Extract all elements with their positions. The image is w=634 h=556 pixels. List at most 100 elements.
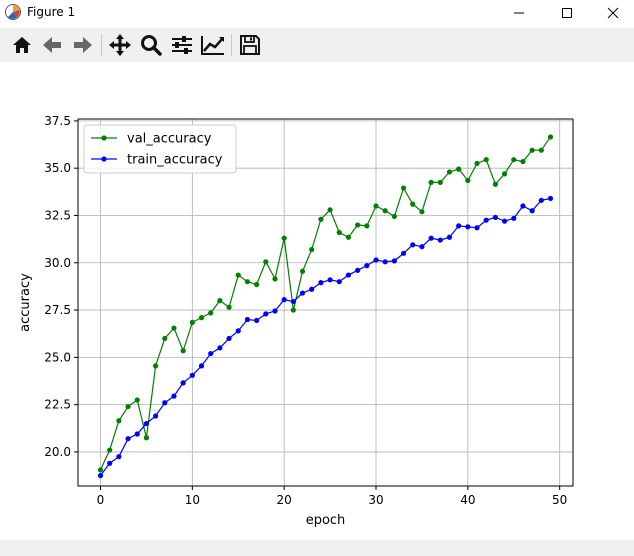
- data-point-train-accuracy: [364, 263, 370, 269]
- data-point-train-accuracy: [437, 237, 443, 243]
- toolbar-separator: [101, 34, 102, 56]
- data-point-val-accuracy: [355, 222, 361, 228]
- data-point-train-accuracy: [336, 279, 342, 285]
- pan-button[interactable]: [106, 31, 134, 59]
- data-point-train-accuracy: [529, 208, 535, 214]
- x-tick-label: 40: [460, 493, 475, 507]
- data-point-train-accuracy: [198, 363, 205, 369]
- data-point-train-accuracy: [483, 217, 489, 223]
- grid: [78, 119, 573, 486]
- forward-button[interactable]: [69, 31, 97, 59]
- data-point-val-accuracy: [290, 307, 296, 313]
- data-point-val-accuracy: [263, 259, 269, 265]
- data-point-train-accuracy: [107, 460, 113, 466]
- legend-marker-val-accuracy: [101, 135, 107, 141]
- y-tick-label: 35.0: [44, 161, 71, 175]
- toolbar: [0, 28, 634, 62]
- data-point-train-accuracy: [226, 335, 232, 342]
- forward-arrow-icon: [74, 37, 92, 53]
- data-point-val-accuracy: [465, 177, 471, 184]
- data-point-val-accuracy: [492, 181, 498, 187]
- minimize-button[interactable]: [496, 0, 542, 26]
- data-point-val-accuracy: [153, 363, 159, 369]
- data-point-train-accuracy: [419, 244, 425, 250]
- zoom-button[interactable]: [137, 31, 165, 59]
- back-button[interactable]: [38, 31, 66, 59]
- data-point-val-accuracy: [107, 447, 113, 453]
- data-point-val-accuracy: [382, 208, 388, 214]
- minimize-icon: [514, 12, 524, 14]
- y-tick-label: 20.0: [44, 445, 71, 459]
- edit-axes-button[interactable]: [199, 31, 227, 59]
- data-point-val-accuracy: [208, 310, 214, 316]
- data-point-val-accuracy: [162, 335, 168, 342]
- data-point-train-accuracy: [355, 267, 361, 273]
- data-point-val-accuracy: [309, 246, 315, 253]
- data-point-train-accuracy: [171, 393, 177, 399]
- series-layer: [97, 134, 554, 479]
- y-axis-label: accuracy: [18, 273, 33, 332]
- y-tick-label: 30.0: [44, 256, 71, 270]
- legend-label-train-accuracy: train_accuracy: [127, 153, 223, 168]
- home-button[interactable]: [8, 31, 36, 59]
- data-point-train-accuracy: [410, 242, 416, 248]
- data-point-train-accuracy: [474, 225, 480, 231]
- data-point-val-accuracy: [171, 325, 177, 331]
- series-line-val-accuracy: [99, 136, 551, 471]
- home-icon: [13, 37, 31, 53]
- close-button[interactable]: [590, 0, 634, 26]
- data-point-val-accuracy: [511, 157, 517, 163]
- data-point-val-accuracy: [483, 157, 489, 163]
- data-point-train-accuracy: [97, 472, 104, 479]
- data-point-train-accuracy: [235, 328, 241, 334]
- data-point-train-accuracy: [428, 235, 434, 241]
- data-point-val-accuracy: [520, 158, 526, 165]
- y-tick-label: 22.5: [44, 398, 71, 412]
- legend[interactable]: val_accuracy train_accuracy: [83, 124, 237, 174]
- edit-axes-icon: [201, 36, 224, 55]
- y-tick-label: 25.0: [44, 350, 71, 364]
- save-button[interactable]: [236, 31, 264, 59]
- y-tick-label: 27.5: [44, 303, 71, 317]
- data-point-train-accuracy: [327, 277, 333, 283]
- data-point-val-accuracy: [474, 160, 480, 167]
- data-point-val-accuracy: [437, 179, 443, 185]
- ticks: 0 10 20 30 40 50 20.0 22.5 25.0 27.5 30.0 32.5 35.0 3…: [44, 114, 567, 507]
- data-point-val-accuracy: [272, 276, 278, 282]
- data-point-train-accuracy: [446, 234, 453, 240]
- data-point-train-accuracy: [382, 259, 388, 265]
- data-point-val-accuracy: [428, 179, 434, 185]
- data-point-val-accuracy: [254, 281, 260, 288]
- data-point-val-accuracy: [125, 403, 131, 410]
- data-point-val-accuracy: [400, 185, 407, 191]
- data-point-val-accuracy: [318, 216, 324, 222]
- maximize-button[interactable]: [544, 0, 590, 26]
- data-point-val-accuracy: [391, 213, 397, 220]
- data-point-train-accuracy: [538, 197, 544, 203]
- data-point-val-accuracy: [446, 169, 453, 175]
- data-point-val-accuracy: [538, 147, 544, 153]
- data-point-train-accuracy: [520, 203, 526, 209]
- legend-label-val-accuracy: val_accuracy: [127, 132, 212, 147]
- data-point-train-accuracy: [465, 224, 471, 230]
- save-icon: [240, 35, 260, 55]
- y-tick-label: 37.5: [44, 114, 71, 128]
- data-point-val-accuracy: [143, 435, 150, 441]
- data-point-val-accuracy: [336, 229, 342, 236]
- data-point-val-accuracy: [189, 319, 195, 325]
- pan-icon: [109, 34, 131, 56]
- maximize-icon: [562, 8, 572, 18]
- subplots-config-button[interactable]: [168, 31, 196, 59]
- data-point-val-accuracy: [116, 418, 122, 424]
- toolbar-separator: [231, 34, 232, 56]
- data-point-train-accuracy: [400, 250, 407, 256]
- data-point-train-accuracy: [492, 214, 498, 220]
- data-point-val-accuracy: [217, 298, 223, 304]
- line-chart[interactable]: 0 10 20 30 40 50 20.0 22.5 25.0 27.5 30.0 32.5 35.0 3…: [0, 62, 634, 540]
- data-point-train-accuracy: [373, 257, 379, 263]
- data-point-train-accuracy: [309, 286, 315, 292]
- figure-canvas[interactable]: 0 10 20 30 40 50 20.0 22.5 25.0 27.5 30.0 32.5 35.0 3…: [0, 62, 634, 540]
- data-point-val-accuracy: [364, 223, 370, 229]
- data-point-train-accuracy: [345, 272, 352, 278]
- data-point-train-accuracy: [547, 195, 554, 202]
